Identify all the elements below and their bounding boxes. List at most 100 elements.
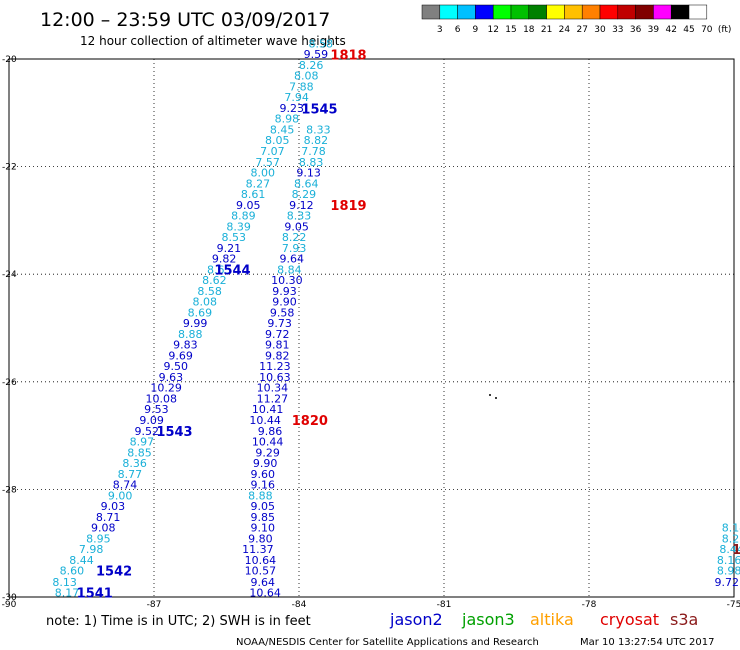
map-grid: [9, 59, 734, 597]
swh-value: 8.27: [722, 532, 740, 545]
legend-label: 24: [559, 25, 571, 35]
legend-swatch: [581, 4, 601, 20]
swh-value: 7.98: [79, 543, 104, 556]
pass-number-label: 1819: [330, 199, 366, 214]
swh-value: 9.53: [144, 403, 169, 416]
map-title: 12:00 – 23:59 UTC 03/09/2017: [40, 9, 330, 31]
swh-value: 10.41: [252, 403, 284, 416]
x-tick-label: -78: [582, 600, 597, 610]
swh-value: 9.73: [267, 317, 292, 330]
swh-value: 8.71: [96, 511, 121, 524]
swh-value: 9.93: [272, 285, 297, 298]
pass-labels: 1541 1542 1543 1544 1545 1818 1819 1820 1446: [77, 49, 740, 602]
satellite-label: cryosat: [600, 610, 659, 629]
swh-value: 9.50: [164, 360, 189, 373]
pass-number-label: 1545: [301, 102, 337, 117]
swh-value: 9.29: [255, 446, 280, 459]
swh-value: 9.81: [265, 339, 290, 352]
pass-number-label: 1820: [292, 414, 328, 429]
swh-value: 8.44: [69, 554, 94, 567]
swh-value: 8.29: [292, 188, 317, 201]
swh-value: 8.88: [178, 328, 203, 341]
swh-value: 9.64: [251, 576, 276, 589]
swh-value: 8.88: [248, 489, 273, 502]
swh-value: 11.27: [257, 392, 289, 405]
swh-value: 8.45: [270, 123, 295, 136]
legend-label: 21: [541, 25, 552, 35]
legend-label: (ft): [718, 25, 732, 35]
swh-value: 8.53: [222, 231, 247, 244]
legend-label: 30: [594, 25, 606, 35]
swh-value: 8.84: [277, 263, 302, 276]
x-tick-label: -90: [2, 600, 17, 610]
swh-value: 8.58: [309, 37, 334, 50]
map-subtitle: 12 hour collection of altimeter wave hei…: [80, 34, 346, 48]
swh-value: 9.12: [289, 199, 314, 212]
swh-value: 9.08: [91, 522, 116, 535]
footer-note: note: 1) Time is in UTC; 2) SWH is in fe…: [46, 614, 311, 629]
swh-value: 8.89: [231, 210, 256, 223]
swh-value: 10.08: [146, 392, 178, 405]
swh-value: 10.44: [252, 436, 284, 449]
legend-swatch: [688, 4, 708, 20]
legend-swatch: [599, 4, 619, 20]
swh-value: 11.37: [242, 543, 274, 556]
legend-swatch: [475, 4, 494, 20]
y-tick-label: -24: [2, 270, 17, 280]
swh-value: 9.03: [101, 500, 126, 513]
pass-number-label: 1542: [96, 565, 132, 580]
swh-value: 9.21: [217, 242, 242, 255]
y-tick-label: -26: [2, 378, 17, 388]
swh-value: 8.26: [299, 59, 324, 72]
swh-value: 9.85: [251, 511, 276, 524]
swh-value: 7.93: [282, 242, 307, 255]
island-marker: [489, 394, 491, 396]
legend-swatch: [528, 4, 547, 20]
legend-swatch: [492, 4, 512, 20]
swh-value: 10.30: [271, 274, 303, 287]
legend-label: 27: [576, 25, 587, 35]
wave-height-legend: 3 6 9 12 15 18 21 24 27 30 33 36 39 42 45 70 (ft): [421, 4, 732, 35]
swh-value: 8.82: [304, 134, 329, 147]
legend-swatch: [421, 4, 441, 20]
legend-swatch: [653, 4, 672, 20]
swh-value: 9.86: [258, 425, 283, 438]
legend-swatch: [564, 4, 583, 20]
swh-value: 8.33: [287, 210, 312, 223]
swh-value: 8.97: [130, 436, 155, 449]
swh-value: 8.33: [306, 123, 331, 136]
legend-swatch: [670, 4, 690, 20]
pass-number-label: 1543: [156, 425, 192, 440]
y-tick-label: -30: [2, 593, 17, 603]
swh-value: 8.95: [86, 532, 111, 545]
swh-value: 11.23: [259, 360, 291, 373]
swh-value: 9.23: [280, 102, 305, 115]
legend-swatch: [546, 4, 565, 20]
swh-value: 8.22: [282, 231, 307, 244]
swh-value: 8.60: [60, 565, 85, 578]
legend-label: 70: [701, 25, 713, 35]
swh-value: 9.69: [168, 349, 193, 362]
legend-label: 39: [648, 25, 660, 35]
map-frame: [8, 58, 735, 598]
swh-value: 7.88: [289, 80, 314, 93]
swh-value: 9.83: [173, 339, 198, 352]
swh-value: 9.52: [135, 425, 160, 438]
swh-value: 10.44: [249, 414, 281, 427]
axis-ticks: -90 -87 -84 -81 -78 -75 -20 -22 -24 -26 -28 -30: [2, 55, 740, 610]
swh-value: 10.34: [257, 382, 289, 395]
swh-value: 8.16: [717, 554, 740, 567]
swh-value: 10.63: [259, 371, 291, 384]
footer-credit: NOAA/NESDIS Center for Satellite Applica…: [236, 637, 539, 648]
swh-value: 8.17: [55, 587, 80, 600]
swh-value: 8.98: [717, 565, 740, 578]
legend-swatch: [439, 4, 458, 20]
swh-value: 8.65: [207, 263, 232, 276]
legend-label: 45: [683, 25, 694, 35]
y-tick-label: -22: [2, 163, 17, 173]
pass-number-label: 1818: [330, 49, 366, 64]
swh-value: 8.00: [251, 167, 276, 180]
x-tick-label: -81: [437, 600, 452, 610]
swh-value: 8.08: [294, 70, 319, 83]
legend-swatch: [510, 4, 530, 20]
